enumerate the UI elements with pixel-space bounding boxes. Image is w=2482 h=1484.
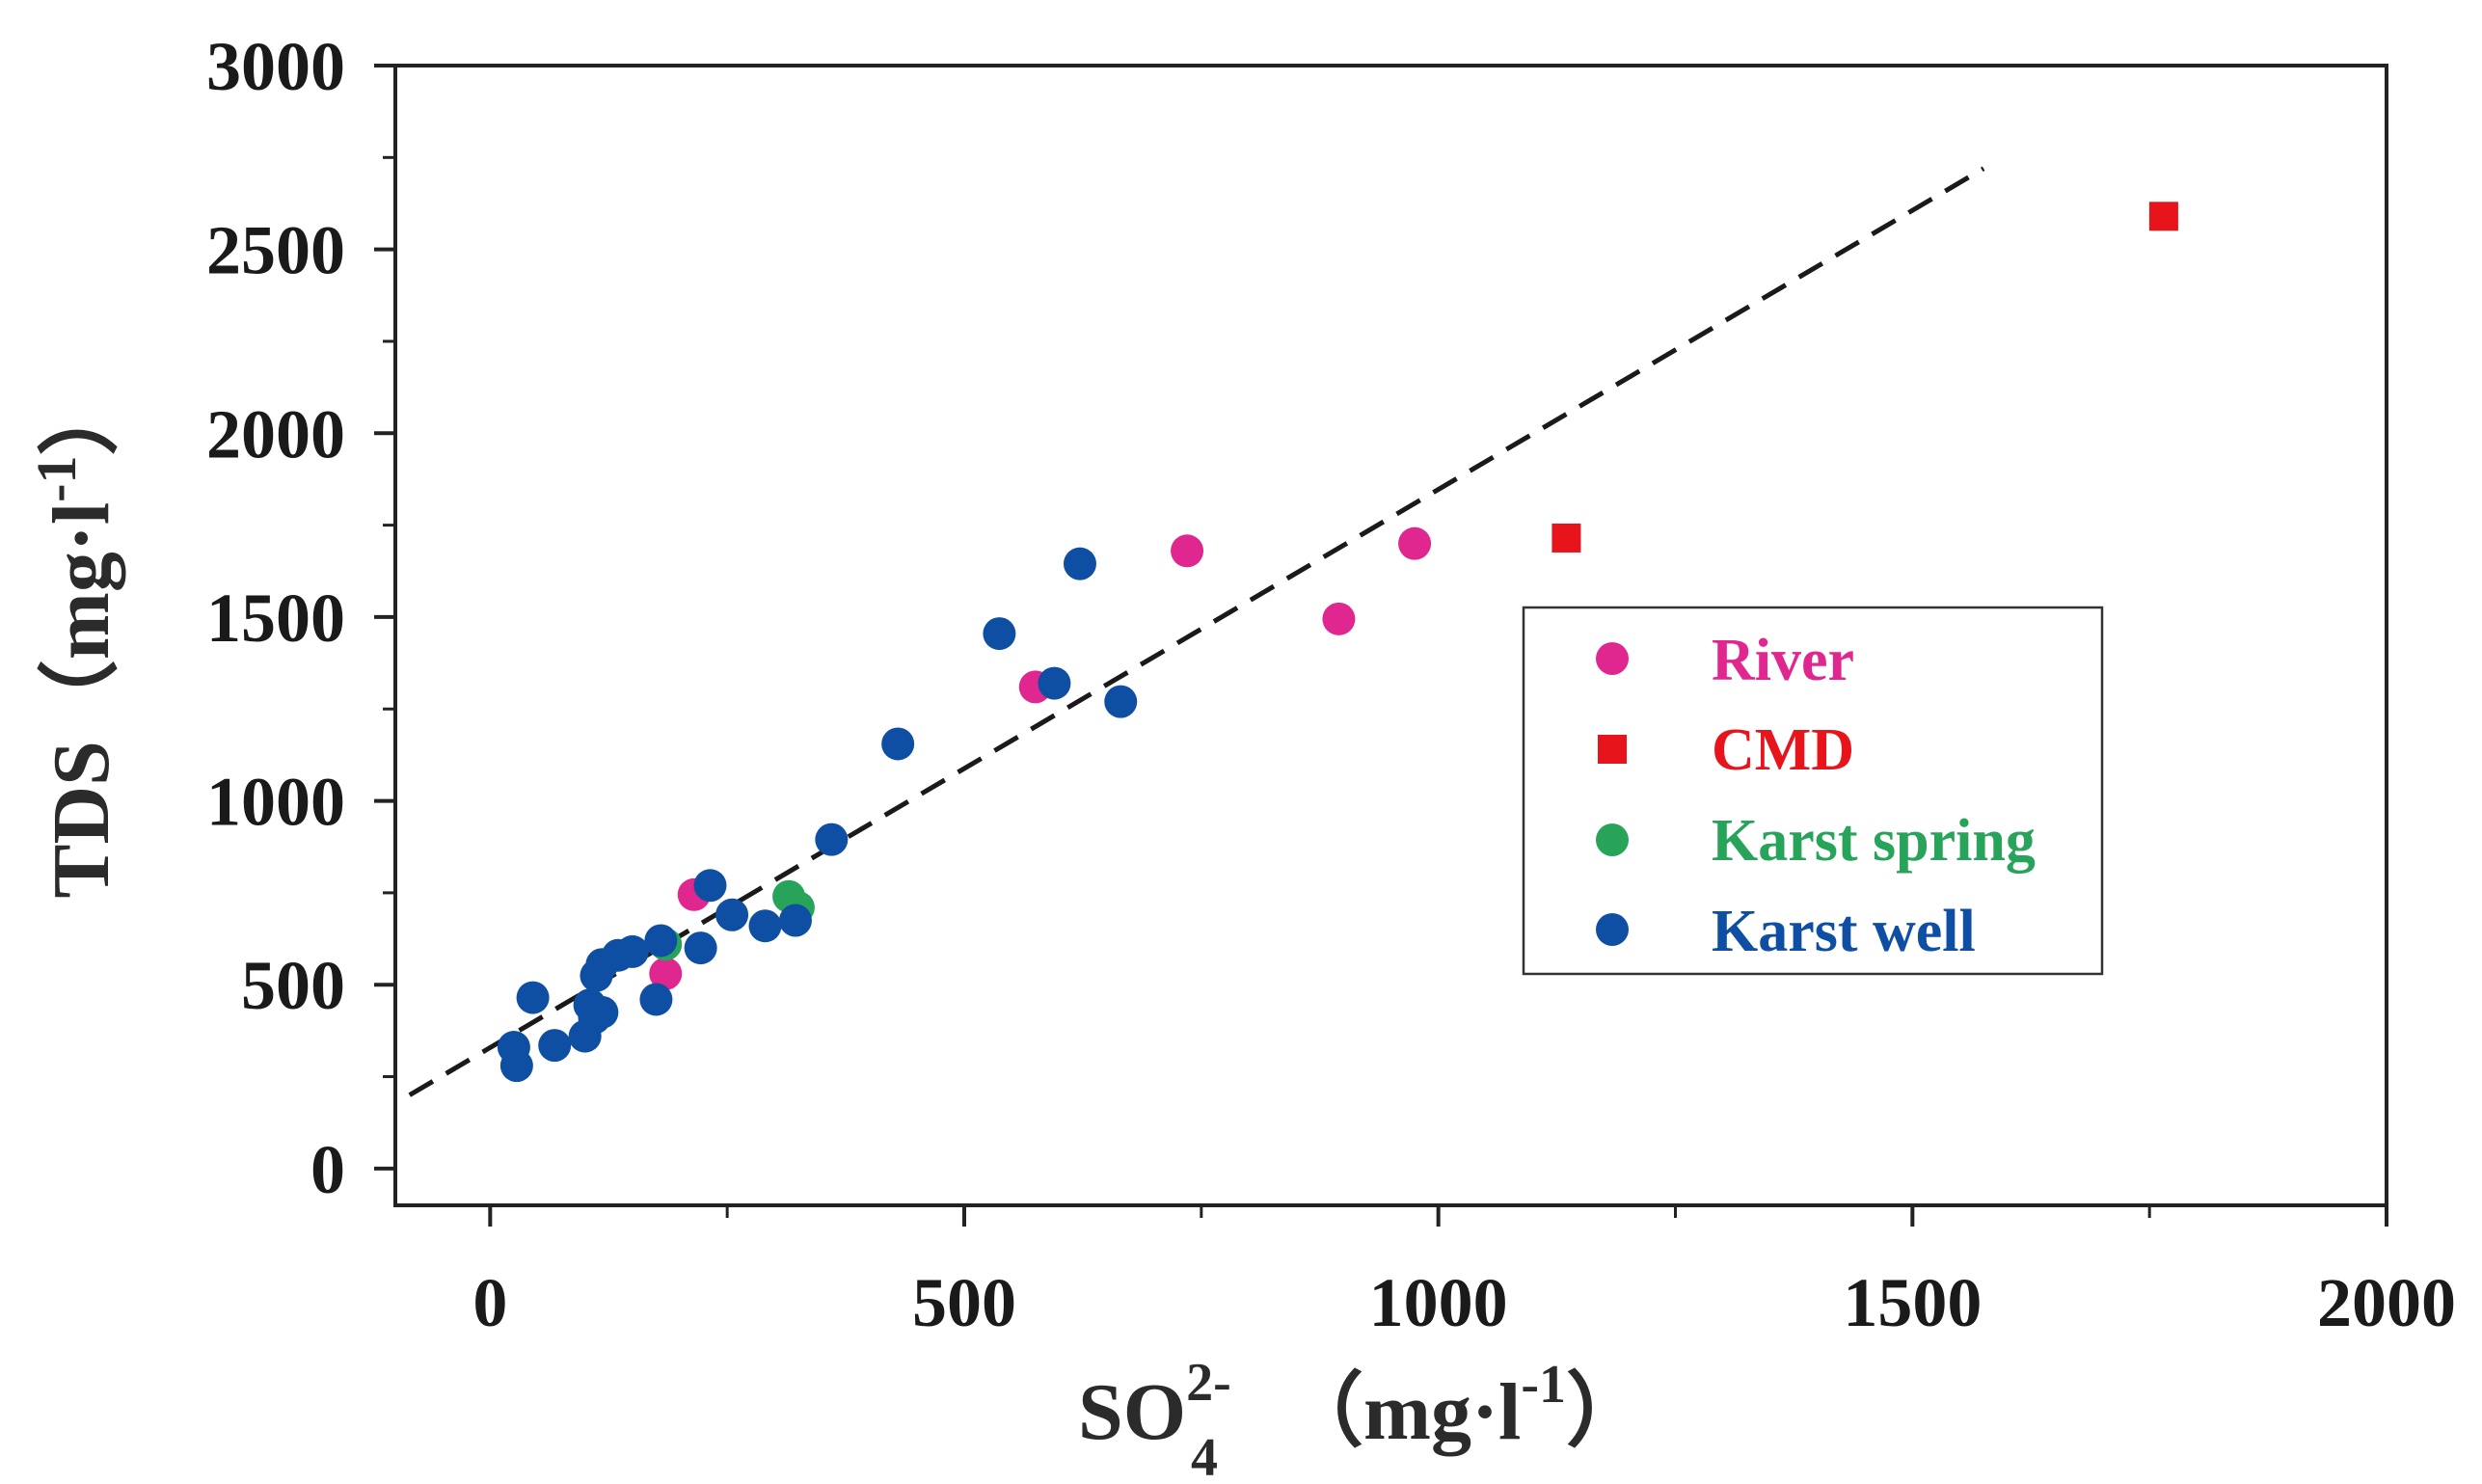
karst-well-point <box>538 1029 572 1063</box>
legend-marker-cmd <box>1598 735 1627 764</box>
legend: River CMD Karst spring Karst well <box>1522 606 2104 976</box>
y-axis-title-main: TDS（mg·l <box>37 502 126 899</box>
legend-label-karst-well: Karst well <box>1712 899 1976 964</box>
y-axis-title: TDS（mg·l-1） <box>25 374 126 898</box>
karst-well-point <box>983 617 1016 651</box>
x-tick-label: 1000 <box>1369 1264 1508 1341</box>
karst-well-point <box>615 934 649 968</box>
y-tick-label: 2500 <box>206 212 345 289</box>
river-point <box>1171 534 1204 568</box>
cmd-point <box>1551 523 1581 553</box>
x-axis-title-main: SO <box>1078 1367 1186 1457</box>
y-axis-title-sup: -1 <box>25 455 88 501</box>
y-tick-label: 1000 <box>206 764 345 841</box>
x-axis-title: SO2- 4 （mg·l-1） <box>1078 1353 1647 1484</box>
x-axis-title-sup: 2- <box>1186 1353 1231 1413</box>
karst-well-point <box>585 995 619 1029</box>
x-tick-label: 1500 <box>1843 1264 1982 1341</box>
legend-marker-river <box>1596 642 1629 675</box>
karst-well-point <box>1104 685 1138 718</box>
axis-ticks <box>374 64 2388 1227</box>
karst-well-point <box>748 909 782 943</box>
x-axis-title-sub: 4 <box>1191 1428 1218 1484</box>
karst-well-point <box>881 727 915 761</box>
river-point <box>1322 602 1356 635</box>
data-points <box>497 202 2178 1083</box>
karst-well-point <box>715 898 749 931</box>
axis-tick-labels: 0 500 1000 1500 2000 0 500 1000 1500 2000 2500 3000 <box>206 28 2456 1341</box>
x-tick-label: 0 <box>472 1264 507 1341</box>
x-tick-label: 2000 <box>2317 1264 2456 1341</box>
karst-well-point <box>684 931 717 965</box>
karst-well-point <box>693 869 727 903</box>
legend-label-river: River <box>1712 628 1854 693</box>
legend-label-karst-spring: Karst spring <box>1712 808 2036 874</box>
cmd-point <box>2148 202 2178 231</box>
legend-label-cmd: CMD <box>1712 717 1854 783</box>
karst-well-point <box>1038 666 1071 700</box>
karst-well-point <box>778 904 812 937</box>
y-tick-label: 500 <box>241 947 345 1024</box>
y-tick-label: 1500 <box>206 580 345 657</box>
x-axis-title-unit-sup: -1 <box>1521 1355 1566 1415</box>
y-tick-label: 2000 <box>206 395 345 472</box>
karst-well-point <box>499 1049 533 1083</box>
karst-well-point <box>516 981 550 1014</box>
karst-well-point <box>644 924 678 958</box>
x-axis-title-unit: （mg·l <box>1282 1367 1521 1457</box>
legend-marker-karst-spring <box>1596 823 1629 856</box>
x-tick-label: 500 <box>912 1264 1016 1341</box>
karst-well-point <box>639 983 673 1016</box>
y-axis-title-suffix: ） <box>37 374 126 455</box>
y-tick-label: 0 <box>310 1131 345 1208</box>
legend-marker-karst-well <box>1596 913 1629 946</box>
river-point <box>649 957 683 990</box>
x-axis-title-unit-suffix: ） <box>1566 1367 1647 1457</box>
y-tick-label: 3000 <box>206 28 345 105</box>
river-point <box>1398 526 1432 560</box>
karst-well-point <box>815 823 849 856</box>
karst-well-point <box>1063 547 1096 580</box>
